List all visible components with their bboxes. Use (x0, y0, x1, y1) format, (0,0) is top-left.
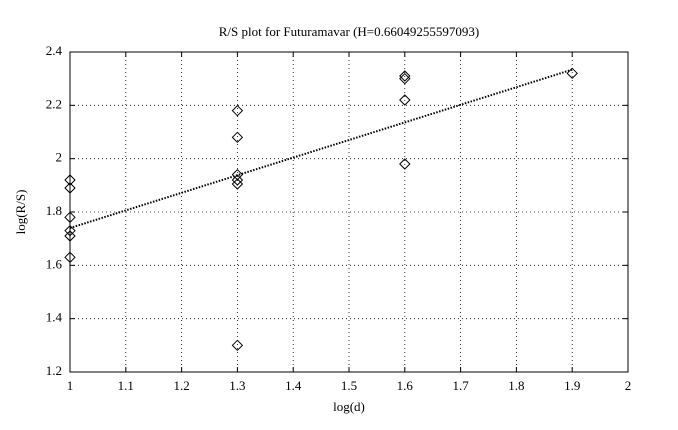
x-tick-label: 1.1 (118, 378, 134, 393)
data-point (399, 94, 411, 106)
x-axis-label: log(d) (333, 399, 365, 414)
data-point (399, 72, 411, 85)
y-tick-label: 1.6 (46, 256, 63, 271)
data-point (64, 230, 76, 242)
x-tick-label: 1.7 (452, 378, 469, 393)
data-point (231, 178, 244, 190)
y-tick-label: 1.8 (46, 203, 62, 218)
data-point (64, 251, 76, 264)
x-tick-label: 1.6 (397, 378, 414, 393)
data-point (399, 158, 411, 170)
chart-title: R/S plot for Futuramavar (H=0.6604925559… (219, 24, 479, 39)
data-point (64, 182, 76, 194)
y-tick-label: 1.2 (46, 363, 62, 378)
x-tick-label: 1.5 (341, 378, 357, 393)
data-point (231, 339, 244, 352)
data-point (231, 174, 244, 186)
data-point (231, 104, 244, 117)
y-axis-label: log(R/S) (13, 190, 28, 235)
x-tick-label: 1.9 (564, 378, 580, 393)
x-tick-label: 1 (67, 378, 74, 393)
y-tick-label: 1.4 (46, 310, 63, 325)
fit-line (69, 68, 573, 229)
y-tick-label: 2.2 (46, 96, 62, 111)
y-tick-label: 2 (56, 150, 63, 165)
y-tick-label: 2.4 (46, 43, 63, 58)
data-point (64, 211, 76, 224)
x-tick-label: 1.3 (229, 378, 245, 393)
x-tick-label: 1.8 (508, 378, 524, 393)
data-point (64, 174, 76, 186)
data-point (64, 224, 76, 237)
data-point (399, 70, 411, 82)
x-tick-label: 2 (625, 378, 632, 393)
x-tick-label: 1.2 (173, 378, 189, 393)
data-point (231, 131, 244, 144)
x-tick-label: 1.4 (285, 378, 302, 393)
